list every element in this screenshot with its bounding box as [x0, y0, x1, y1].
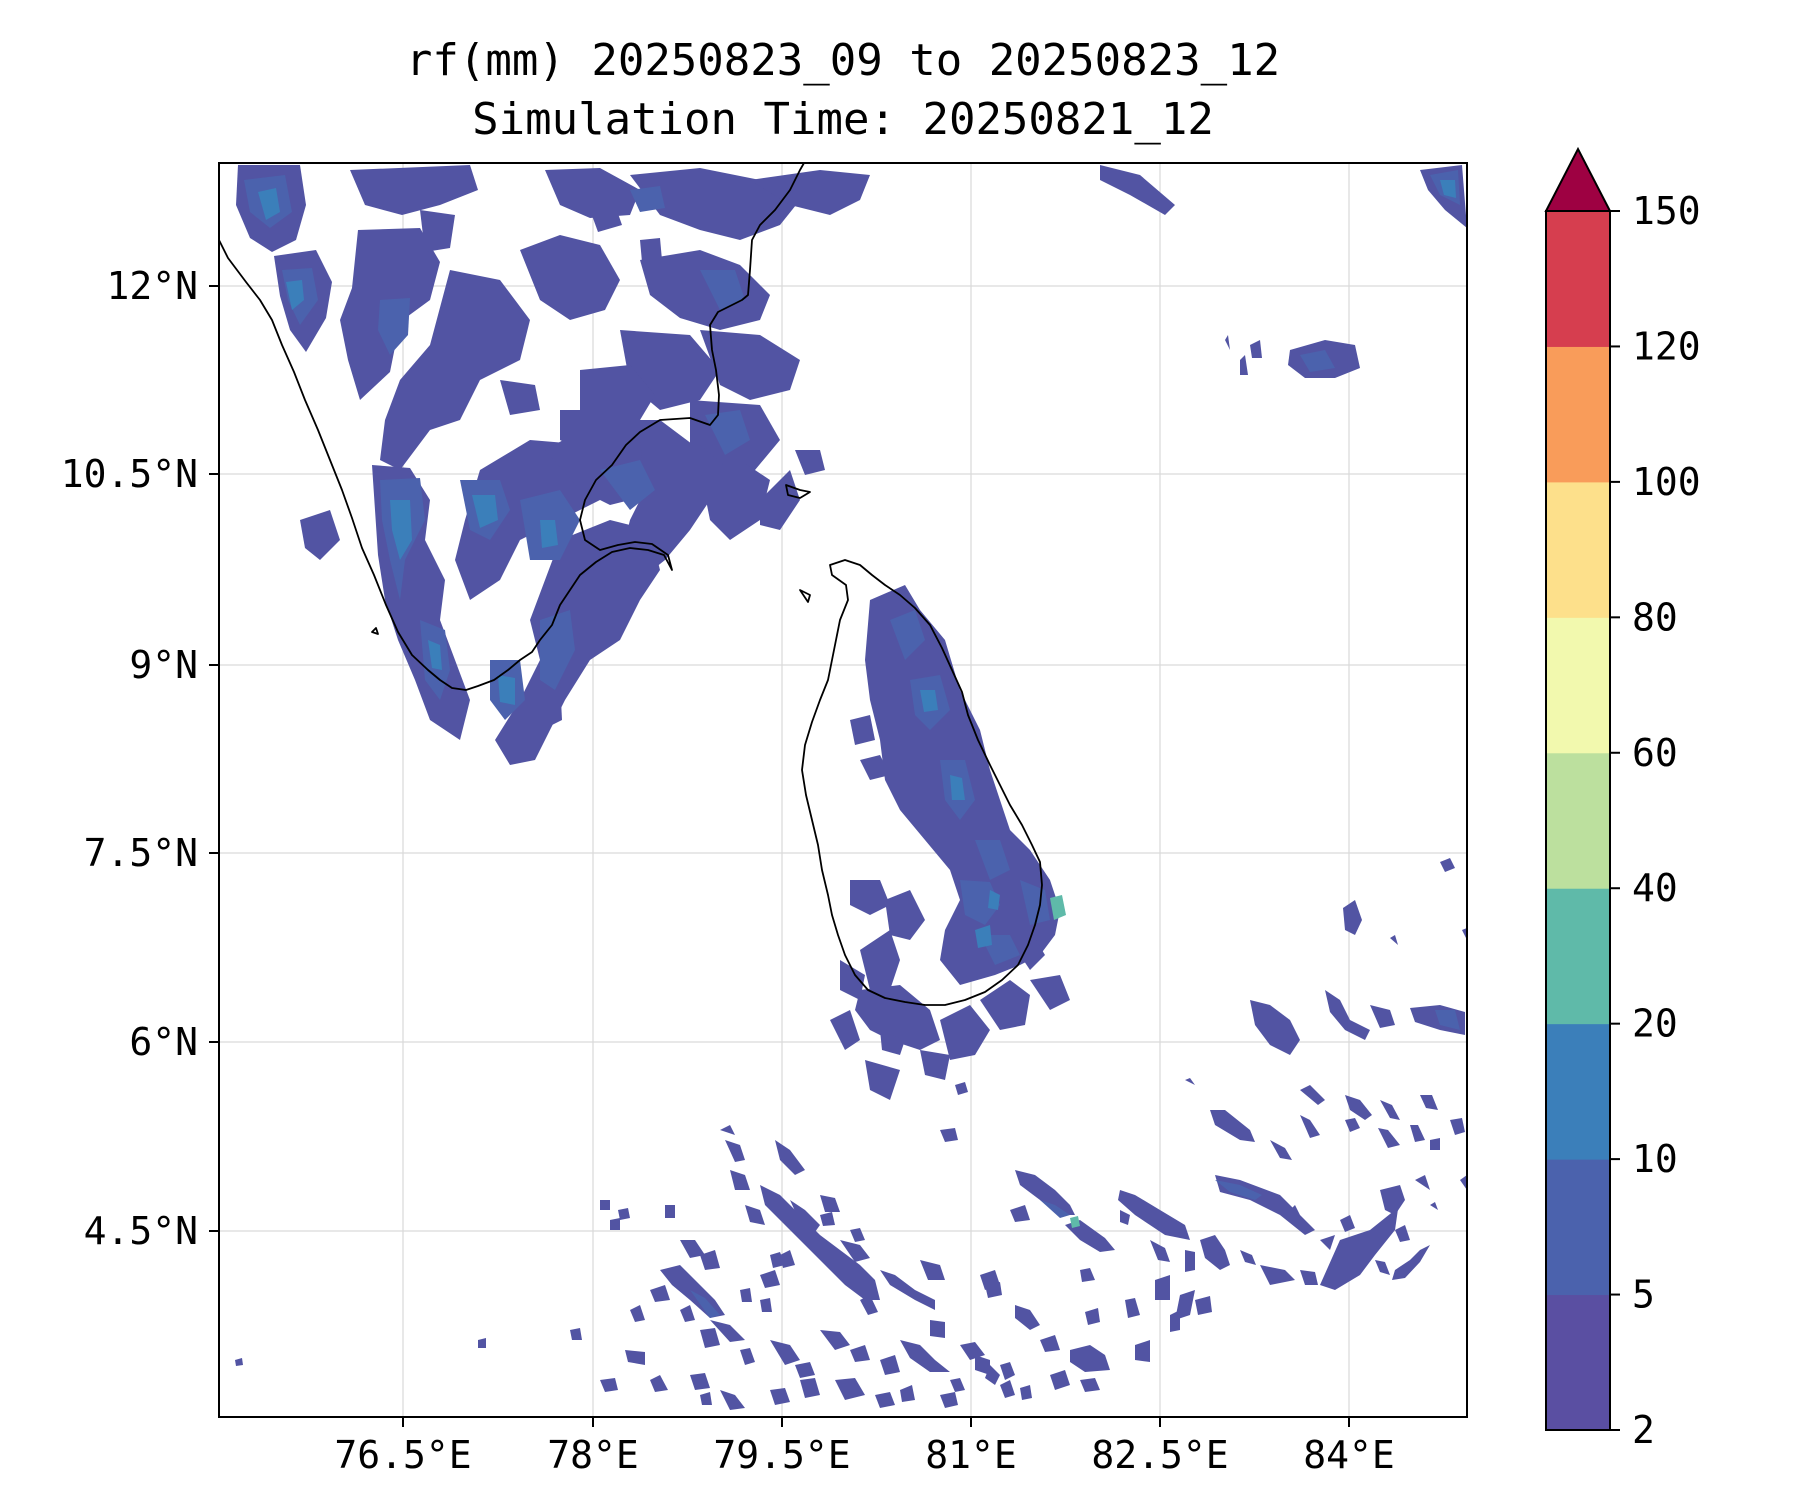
- y-axis: 12°N 10.5°N 9°N 7.5°N 6°N 4.5°N: [61, 264, 219, 1253]
- rainfall-10-20mm: [258, 180, 1456, 948]
- colorbar-bin: [1546, 481, 1610, 618]
- sri-lanka-coastline: [801, 559, 1043, 1006]
- y-tick-label: 6°N: [129, 1020, 198, 1064]
- y-tick-label: 9°N: [129, 643, 198, 687]
- colorbar-bin: [1546, 1294, 1610, 1431]
- colorbar-tick-label: 120: [1632, 324, 1701, 368]
- y-tick-label: 4.5°N: [84, 1209, 198, 1253]
- colorbar-tick-label: 2: [1632, 1408, 1655, 1452]
- x-tick-label: 84°E: [1303, 1433, 1395, 1477]
- map-frame: [218, 162, 1468, 1418]
- colorbar-bin: [1546, 617, 1610, 754]
- colorbar-bin: [1546, 211, 1610, 347]
- colorbar-bin: [1546, 888, 1610, 1025]
- colorbar: 2 5 10 20 40 60 80 100 120 150: [1544, 146, 1701, 1452]
- colorbar-tick-label: 80: [1632, 595, 1678, 639]
- x-tick-label: 82.5°E: [1091, 1433, 1228, 1477]
- colorbar-tick-label: 150: [1632, 189, 1701, 233]
- x-tick-label: 81°E: [925, 1433, 1017, 1477]
- colorbar-tick-label: 5: [1632, 1273, 1655, 1317]
- y-tick-label: 10.5°N: [61, 452, 198, 496]
- coastlines: [219, 163, 1043, 1006]
- colorbar-frame: [1545, 210, 1611, 1431]
- map-background: [219, 163, 1467, 1417]
- colorbar-bin: [1546, 346, 1610, 483]
- x-tick-label: 78°E: [547, 1433, 639, 1477]
- colorbar-tick-label: 10: [1632, 1137, 1678, 1181]
- colorbar-tick-label: 100: [1632, 460, 1701, 504]
- y-tick-label: 12°N: [106, 264, 198, 308]
- colorbar-tick-label: 40: [1632, 866, 1678, 910]
- colorbar-extend-arrow: [1544, 146, 1612, 212]
- figure-title: rf(mm) 20250823_09 to 20250823_12: [406, 35, 1280, 86]
- colorbar-bin: [1546, 752, 1610, 889]
- india-coastline: [219, 163, 805, 691]
- x-tick-label: 79.5°E: [713, 1433, 850, 1477]
- colorbar-bin: [1546, 1159, 1610, 1296]
- colorbar-bin: [1546, 1023, 1610, 1160]
- map-content: [219, 163, 1467, 1417]
- figure-subtitle: Simulation Time: 20250821_12: [472, 94, 1214, 145]
- rainfall-20-40mm: [1050, 895, 1080, 1228]
- colorbar-tick-label: 60: [1632, 731, 1678, 775]
- y-tick-label: 7.5°N: [84, 831, 198, 875]
- x-axis: 76.5°E 78°E 79.5°E 81°E 82.5°E 84°E: [334, 1417, 1395, 1477]
- colorbar-tick-label: 20: [1632, 1002, 1678, 1046]
- x-tick-label: 76.5°E: [334, 1433, 471, 1477]
